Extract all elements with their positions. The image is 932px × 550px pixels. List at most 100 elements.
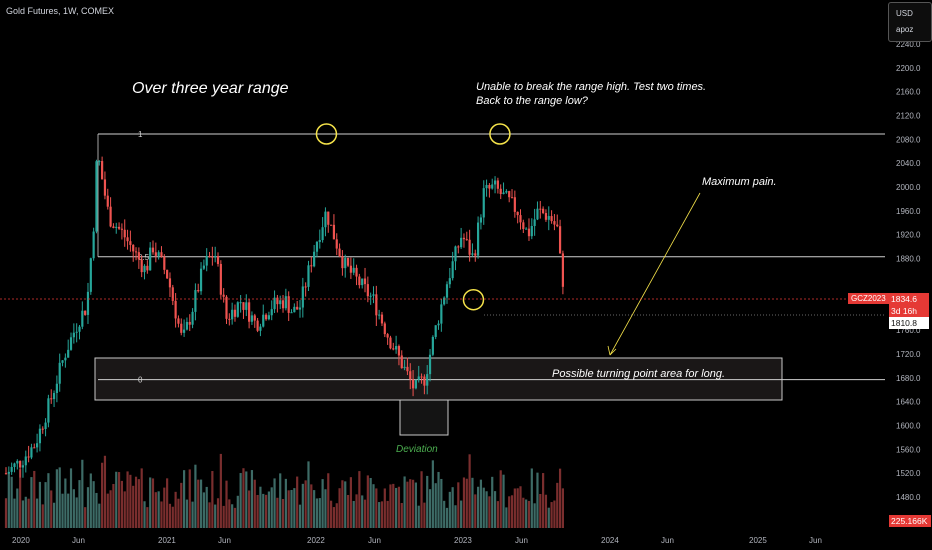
volume-bar (465, 478, 468, 528)
volume-bar (154, 492, 157, 528)
candle-body (499, 188, 502, 195)
volume-bar (149, 477, 152, 528)
candle-body (386, 334, 389, 338)
volume-bar (21, 500, 25, 528)
candle-body (457, 246, 460, 248)
volume-bar (132, 485, 135, 528)
volume-bar (406, 481, 409, 528)
deviation-box (399, 399, 449, 436)
volume-bar (445, 507, 449, 528)
volume-bar (134, 476, 138, 528)
candle-body (231, 309, 234, 320)
candle-body (185, 321, 189, 330)
candle-body (33, 447, 36, 449)
time-tick-label: 2021 (158, 536, 176, 545)
volume-bars (4, 453, 565, 528)
candle-body (329, 224, 333, 226)
candle-body (92, 231, 95, 259)
volume-bar (211, 471, 214, 528)
time-axis[interactable]: 2020 Jun 2021 Jun 2022 Jun 2023 Jun 2024 Jun 2025 J… (12, 536, 822, 545)
candle-body (287, 296, 290, 313)
volume-bar (30, 477, 33, 528)
volume-bar (516, 488, 519, 528)
volume-bar (151, 478, 155, 528)
volume-bar (550, 502, 553, 528)
candle-body (157, 252, 160, 256)
candle-body (236, 302, 239, 317)
candle-body (440, 304, 443, 324)
volume-bar (310, 484, 313, 528)
volume-bar (375, 488, 378, 528)
candle-body (137, 252, 140, 260)
volume-bar (33, 470, 36, 528)
volume-bar (352, 500, 355, 528)
volume-bar (276, 497, 279, 528)
candle-body (199, 268, 203, 292)
candle-body (182, 329, 186, 333)
candle-body (471, 253, 474, 255)
volume-bar (485, 491, 488, 528)
volume-bar (41, 504, 44, 528)
volume-bar (378, 502, 381, 528)
volume-bar (35, 498, 39, 528)
volume-bar (296, 476, 299, 528)
max-pain-annotation: Maximum pain. (702, 176, 777, 188)
volume-bar (522, 497, 525, 528)
candle-body (41, 428, 44, 430)
candle-body (296, 306, 299, 310)
volume-bar (242, 468, 245, 528)
volume-bar (479, 479, 483, 528)
candle-body (445, 284, 449, 298)
candle-body (112, 226, 115, 228)
candle-body (327, 211, 330, 225)
volume-bar (307, 461, 310, 528)
price-tick-label: 1640.0 (896, 398, 921, 407)
candle-body (556, 224, 559, 227)
candle-body (134, 251, 138, 253)
volume-bar (293, 488, 296, 528)
volume-bar (16, 488, 19, 528)
candle-body (214, 256, 217, 258)
volume-bar (19, 469, 22, 528)
currency-selector[interactable]: USD apoz (888, 2, 932, 42)
volume-bar (369, 477, 372, 528)
volume-bar (117, 472, 121, 528)
candle-body (72, 332, 75, 338)
price-axis[interactable]: 2240.0 2200.0 2160.0 2120.0 2080.0 2040.0 2000… (896, 40, 921, 502)
candle-body (304, 286, 307, 288)
candle-body (516, 211, 519, 216)
volume-bar (174, 491, 177, 528)
candle-body (428, 354, 432, 375)
volume-bar (556, 482, 559, 528)
candle-body (476, 222, 480, 256)
volume-bar (64, 478, 67, 528)
candle-body (151, 247, 155, 253)
candle-body (411, 379, 415, 389)
candle-body (149, 247, 152, 271)
volume-bar (160, 501, 163, 528)
candle-body (21, 465, 25, 468)
candle-body (513, 197, 516, 212)
candle-body (550, 216, 553, 222)
volume-bar (332, 507, 336, 528)
candle-body (400, 355, 403, 369)
candle-body (58, 362, 61, 384)
candle-body (479, 217, 483, 223)
highlight-circle (489, 123, 511, 145)
candle-body (536, 208, 539, 220)
volume-bar (544, 494, 548, 528)
candle-body (491, 184, 494, 189)
candle-body (485, 185, 488, 189)
price-tick-label: 2000.0 (896, 183, 921, 192)
candle-body (120, 228, 124, 230)
candle-body (146, 265, 149, 271)
candle-body (561, 253, 565, 287)
volume-bar (279, 473, 282, 528)
candle-body (222, 294, 225, 297)
candle-body (126, 237, 129, 242)
fib-level-label: 0.5 (138, 253, 150, 262)
candle-body (318, 240, 321, 242)
volume-bar (542, 473, 545, 528)
candle-body (423, 376, 426, 386)
